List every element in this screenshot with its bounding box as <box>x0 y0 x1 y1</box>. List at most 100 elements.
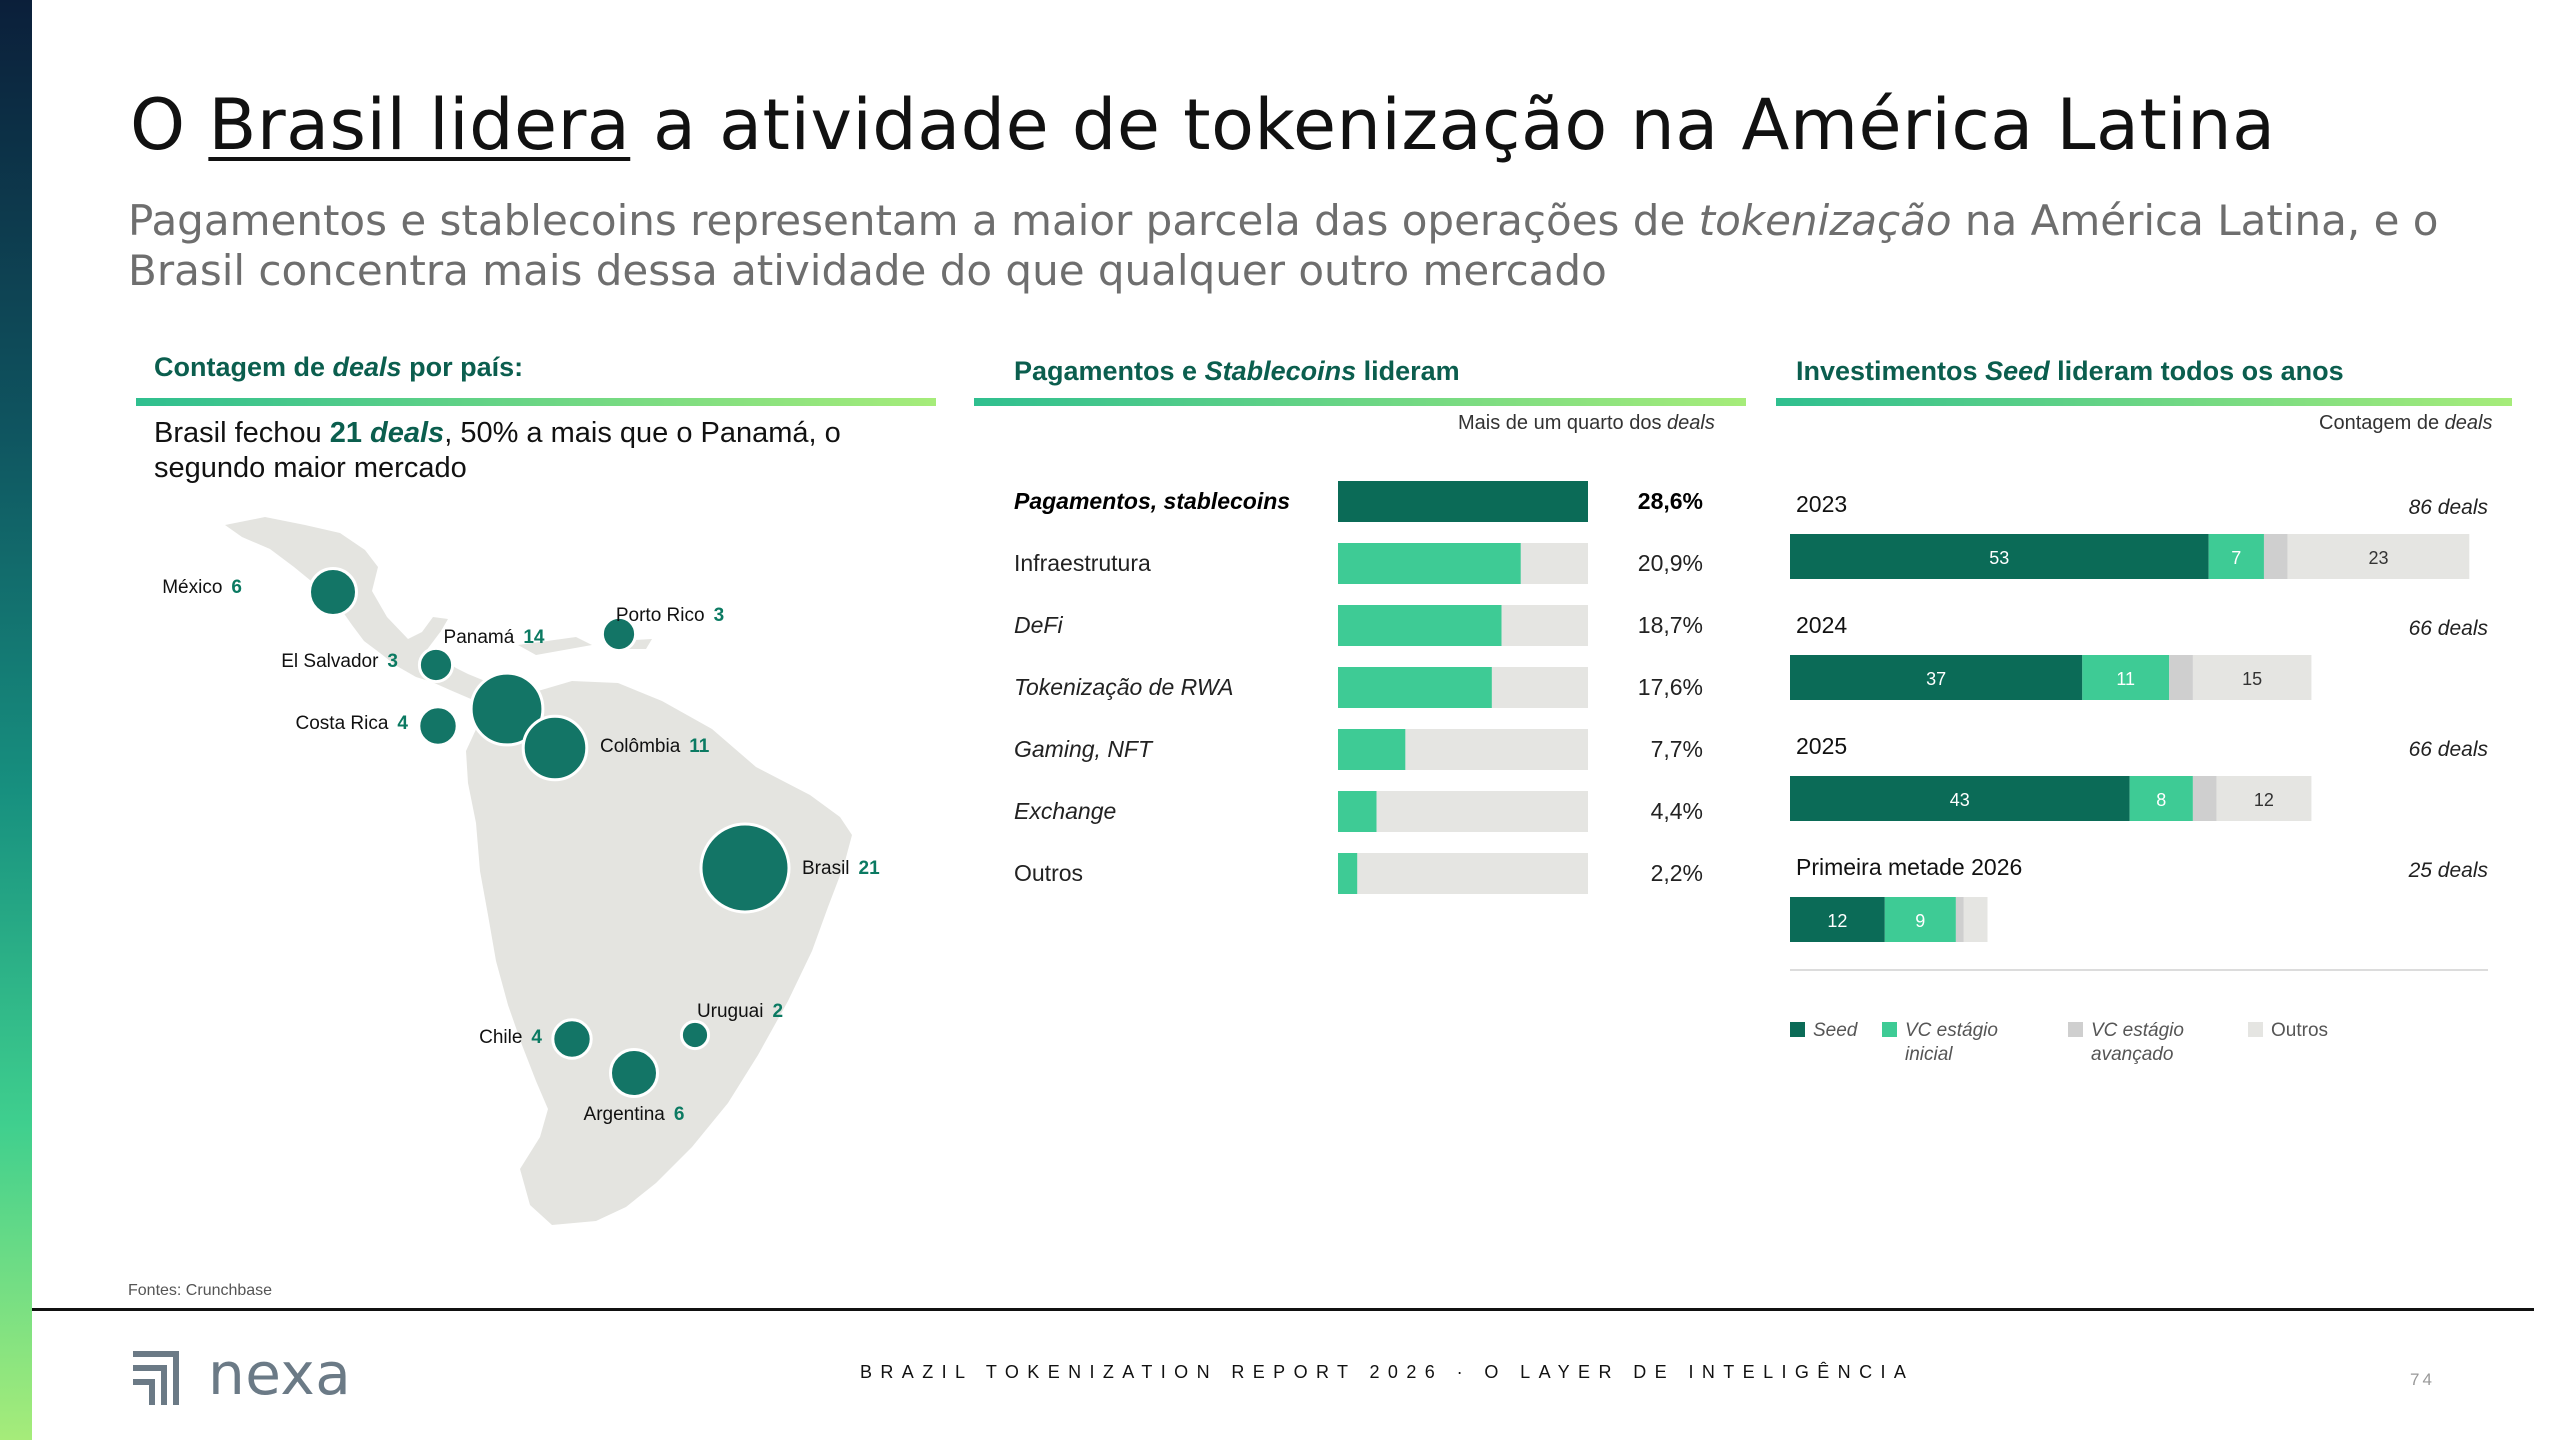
bar-value-outros: 2,2% <box>1651 860 1703 886</box>
bubble-label-mexico: México 6 <box>162 577 242 598</box>
category-panel-rule <box>974 398 1746 406</box>
title-highlight: Brasil lidera <box>208 84 631 166</box>
bubble-label-el-salvador: El Salvador 3 <box>281 651 398 672</box>
legend-swatch-outros <box>2248 1022 2263 1037</box>
stage-stacked-bar-chart: 2023 86 deals 53 7 23 2024 66 deals 37 11 15 2025 6… <box>1790 491 2489 1065</box>
page-subtitle: Pagamentos e stablecoins representam a m… <box>128 196 2439 295</box>
year-label-2024: 2024 <box>1796 612 1847 638</box>
legend-item-vc-estagio-inicial: VC estágio inicial <box>1882 1020 1998 1065</box>
bubble-brasil <box>699 822 791 914</box>
bubble-label-porto-rico: Porto Rico 3 <box>616 605 724 626</box>
segment-vc-estagio-avancado-2024 <box>2169 655 2193 700</box>
segment-outros-2023 <box>2287 534 2470 579</box>
map-panel-rule <box>136 398 936 406</box>
segment-vc-estagio-inicial-2023 <box>2208 534 2264 579</box>
bar-infraestrutura <box>1338 543 1521 584</box>
segment-outros-primeira-metade-2026 <box>1963 897 1988 942</box>
segment-vc-estagio-inicial-primeira-metade-2026 <box>1884 897 1956 942</box>
bar-tokenizacao-de-rwa <box>1338 667 1492 708</box>
south-america-land <box>466 681 852 1225</box>
stage-panel-heading: Investimentos Seed lideram todos os anos <box>1796 356 2344 386</box>
segment-outros-2024 <box>2192 655 2312 700</box>
bubble-label-panama: Panamá 14 <box>444 627 545 648</box>
bar-track-exchange <box>1338 791 1588 832</box>
country-value-costa-rica: 4 <box>397 713 408 734</box>
bubble-chile <box>551 1018 593 1060</box>
bubble-colombia <box>521 714 589 782</box>
category-label-defi: DeFi <box>1014 612 1063 638</box>
bubble-label-costa-rica: Costa Rica 4 <box>296 713 409 734</box>
year-label-2025: 2025 <box>1796 733 1847 759</box>
country-name-costa-rica: Costa Rica <box>296 713 389 734</box>
latam-bubble-map: México 6 El Salvador 3 Costa Rica 4 Panamá 14 Po… <box>162 517 880 1225</box>
year-total-2023: 86 deals <box>2409 496 2489 519</box>
segment-label-vc-estagio-inicial-2025: 8 <box>2156 790 2166 810</box>
legend-swatch-vc-estagio-avancado <box>2068 1022 2083 1037</box>
category-panel-heading: Pagamentos e Stablecoins lideram <box>1014 356 1460 386</box>
segment-vc-estagio-avancado-2025 <box>2192 776 2217 821</box>
year-total-primeira-metade-2026: 25 deals <box>2408 859 2489 882</box>
country-name-mexico: México <box>162 577 222 598</box>
bar-value-gaming-nft: 7,7% <box>1651 736 1703 762</box>
legend-swatch-seed <box>1790 1022 1805 1037</box>
segment-label-seed-2023: 53 <box>1989 548 2009 568</box>
bar-exchange <box>1338 791 1377 832</box>
segment-label-vc-estagio-inicial-2023: 7 <box>2231 548 2241 568</box>
segment-vc-estagio-avancado-2023 <box>2263 534 2288 579</box>
bar-pagamentos-stablecoins <box>1338 481 1588 522</box>
category-label-exchange: Exchange <box>1014 798 1116 824</box>
segment-vc-estagio-inicial-2025 <box>2129 776 2193 821</box>
segment-label-seed-primeira-metade-2026: 12 <box>1827 911 1847 931</box>
country-name-el-salvador: El Salvador <box>281 651 379 672</box>
source-note: Fontes: Crunchbase <box>128 1282 273 1299</box>
bubble-costa-rica <box>417 705 459 747</box>
year-label-2023: 2023 <box>1796 491 1847 517</box>
segment-label-outros-2024: 15 <box>2242 669 2262 689</box>
legend-label-seed: Seed <box>1813 1020 1859 1041</box>
segment-label-outros-2023: 23 <box>2368 548 2388 568</box>
segment-vc-estagio-inicial-2024 <box>2082 655 2170 700</box>
category-label-pagamentos-stablecoins: Pagamentos, stablecoins <box>1014 488 1290 514</box>
bar-value-infraestrutura: 20,9% <box>1638 550 1703 576</box>
nexa-logo: nexa <box>130 1340 351 1408</box>
country-name-argentina: Argentina <box>584 1104 666 1125</box>
stage-panel-note: Contagem de deals <box>2319 412 2493 434</box>
legend-item-outros: Outros <box>2248 1020 2328 1041</box>
bar-track-outros <box>1338 853 1588 894</box>
bubble-label-chile: Chile 4 <box>479 1027 542 1048</box>
country-value-porto-rico: 3 <box>714 605 725 626</box>
country-value-chile: 4 <box>531 1027 542 1048</box>
nexa-logo-icon <box>133 1351 179 1405</box>
stage-panel-rule <box>1776 398 2512 406</box>
country-value-colombia: 11 <box>689 736 710 757</box>
segment-label-seed-2025: 43 <box>1950 790 1970 810</box>
legend-item-vc-estagio-avancado: VC estágio avançado <box>2068 1020 2184 1065</box>
country-name-uruguai: Uruguai <box>697 1001 764 1022</box>
page-title: O Brasil lidera a atividade de tokenizaç… <box>130 84 2276 166</box>
bubble-label-brasil: Brasil 21 <box>802 858 880 879</box>
north-america-land <box>225 517 498 701</box>
segment-label-vc-estagio-inicial-2024: 11 <box>2116 669 2135 689</box>
category-label-outros: Outros <box>1014 860 1083 886</box>
country-value-brasil: 21 <box>859 858 881 879</box>
country-value-uruguai: 2 <box>772 1001 783 1022</box>
country-name-chile: Chile <box>479 1027 522 1048</box>
bar-value-tokenizacao-de-rwa: 17,6% <box>1638 674 1703 700</box>
map-caption: Brasil fechou 21 deals, 50% a mais que o… <box>154 417 841 484</box>
legend-label-vc-estagio-inicial: VC estágio inicial <box>1905 1020 1998 1065</box>
bubble-el-salvador <box>417 646 455 684</box>
bubble-label-argentina: Argentina 6 <box>584 1104 685 1125</box>
country-name-panama: Panamá <box>444 627 515 648</box>
category-bar-chart: Pagamentos, stablecoins 28,6% Infraestrutu… <box>1014 481 1703 894</box>
bar-value-pagamentos-stablecoins: 28,6% <box>1638 488 1703 514</box>
bar-value-defi: 18,7% <box>1638 612 1703 638</box>
legend-label-outros: Outros <box>2271 1020 2328 1041</box>
country-value-mexico: 6 <box>231 577 242 598</box>
left-gradient-strip <box>0 0 32 1440</box>
segment-outros-2025 <box>2216 776 2312 821</box>
year-label-primeira-metade-2026: Primeira metade 2026 <box>1796 854 2022 880</box>
bar-outros <box>1338 853 1358 894</box>
report-footer: BRAZIL TOKENIZATION REPORT 2026 · O LAYE… <box>860 1362 1915 1382</box>
bubble-mexico <box>308 567 358 617</box>
bubble-panama <box>469 671 545 747</box>
